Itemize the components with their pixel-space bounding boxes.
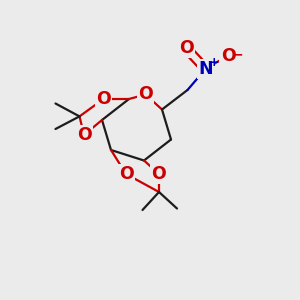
Text: O: O [118, 165, 134, 183]
Text: O: O [152, 165, 166, 183]
Text: +: + [208, 56, 219, 69]
Text: O: O [220, 46, 236, 64]
Text: O: O [76, 126, 92, 144]
Text: N: N [198, 60, 213, 78]
Text: O: O [138, 85, 153, 103]
Text: O: O [96, 90, 111, 108]
Text: O: O [178, 39, 194, 57]
Text: −: − [231, 47, 243, 61]
